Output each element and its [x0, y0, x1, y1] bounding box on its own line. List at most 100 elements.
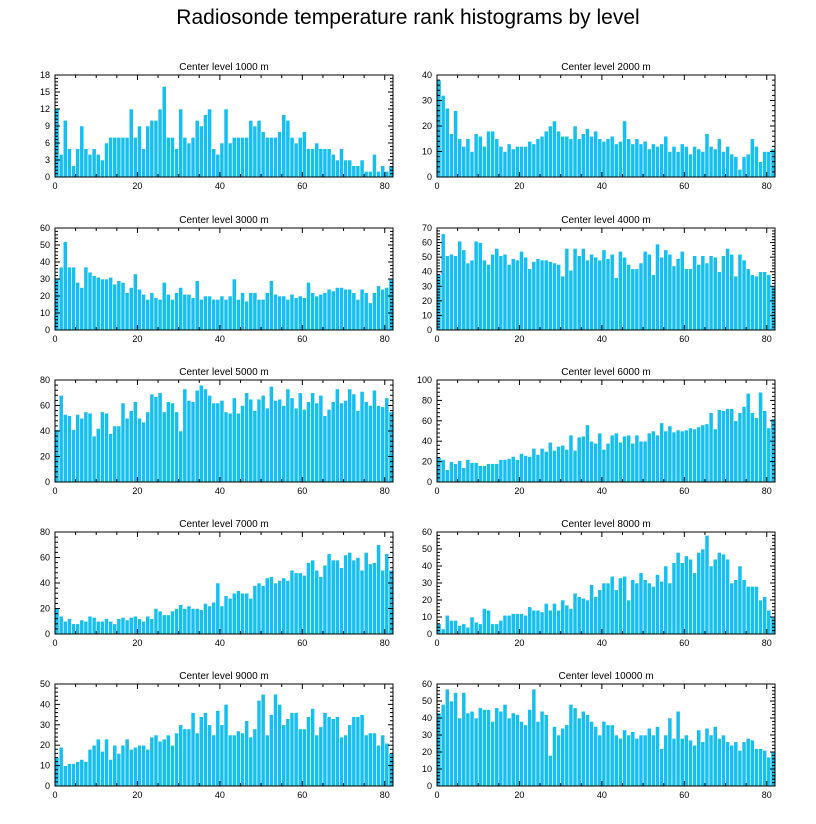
histogram-bar [58, 615, 64, 635]
histogram-bar [473, 462, 479, 483]
histogram-bar [367, 405, 373, 483]
histogram-bar [733, 420, 739, 483]
histogram-bar [560, 275, 566, 331]
y-tick-label: 10 [422, 764, 432, 774]
histogram-bar [248, 597, 254, 635]
histogram-bar [207, 108, 212, 178]
histogram-bar [535, 721, 541, 787]
histogram-bar [186, 400, 192, 483]
histogram-bar [482, 146, 487, 178]
histogram-bar [133, 137, 138, 178]
histogram-bar [367, 732, 373, 787]
plot-frame [436, 227, 776, 331]
histogram-bar [165, 137, 171, 178]
histogram-bar [75, 282, 81, 331]
histogram-bar [531, 688, 537, 787]
histogram-bar [762, 271, 768, 331]
histogram-bar [766, 274, 772, 331]
histogram-bar [153, 734, 159, 787]
histogram-bar [490, 623, 496, 635]
histogram-bar [120, 402, 126, 483]
histogram-bar [593, 596, 599, 635]
histogram-bar [708, 146, 714, 178]
histogram-bar [120, 744, 126, 787]
histogram-bar [580, 710, 586, 787]
histogram-bar [556, 734, 561, 787]
histogram-bar [642, 141, 648, 178]
histogram-bar [145, 411, 151, 483]
histogram-bar [519, 613, 524, 635]
histogram-bar [613, 589, 619, 635]
histogram-bar [568, 608, 574, 635]
histogram-bar [108, 276, 114, 331]
histogram-bar [762, 151, 768, 178]
histogram-bar [696, 729, 702, 787]
histogram-bar [482, 709, 487, 787]
histogram-bar [75, 148, 81, 178]
y-tick-label: 20 [40, 604, 50, 614]
histogram-bar [498, 146, 504, 178]
histogram-bar [486, 709, 491, 787]
histogram-bar [223, 595, 229, 635]
histogram-bar [277, 580, 283, 635]
histogram-bar [626, 434, 632, 483]
histogram-bar [733, 579, 739, 635]
histogram-bar [708, 565, 714, 635]
histogram-bar [170, 610, 175, 635]
histogram-bar [547, 441, 553, 483]
histogram-bar [231, 734, 237, 787]
x-tick-label: 20 [132, 638, 142, 648]
histogram-bar [638, 572, 644, 635]
y-tick-label: 0 [427, 629, 432, 639]
histogram-bar [523, 256, 528, 331]
histogram-bar [182, 608, 188, 635]
histogram-bar [236, 137, 241, 178]
histogram-bar [339, 148, 344, 178]
histogram-bar [104, 278, 109, 331]
x-tick-label: 0 [434, 790, 439, 800]
histogram-bar [725, 408, 730, 483]
histogram-bar [576, 255, 582, 331]
histogram-bar [502, 253, 508, 331]
histogram-bar [449, 461, 454, 483]
histogram-bar [634, 434, 640, 483]
histogram-bar [684, 429, 689, 483]
histogram-bar [178, 108, 184, 178]
histogram-bar [630, 579, 636, 635]
panel-title: Center level 7000 m [179, 519, 269, 530]
histogram-bar [671, 562, 677, 635]
y-tick-label: 20 [422, 595, 432, 605]
histogram-bar [289, 293, 295, 331]
histogram-bar [302, 409, 307, 483]
histogram-bar [585, 424, 590, 483]
histogram-bar [231, 278, 237, 331]
histogram-bar [334, 159, 340, 178]
histogram-bar [749, 412, 755, 483]
histogram-bar [190, 712, 196, 787]
histogram-bar [54, 278, 60, 331]
histogram-bar [91, 617, 97, 635]
y-tick-label: 0 [45, 781, 50, 791]
histogram-bar [506, 614, 512, 635]
histogram-bar [609, 135, 615, 178]
histogram-bar [372, 292, 377, 331]
histogram-bar [289, 569, 295, 635]
histogram-bar [473, 717, 479, 787]
histogram-bar [667, 582, 673, 635]
histogram-bar [252, 585, 258, 635]
histogram-bar [630, 442, 636, 483]
histogram-bar [758, 161, 763, 178]
histogram-bar [182, 388, 188, 483]
histogram-bar [273, 137, 278, 178]
histogram-bar [729, 253, 735, 331]
histogram-bar [651, 143, 656, 178]
histogram-bar [380, 288, 386, 331]
histogram-bar [211, 402, 217, 483]
x-tick-label: 40 [597, 334, 607, 344]
histogram-bar [104, 412, 109, 483]
histogram-bar [376, 744, 381, 787]
histogram-bar [334, 559, 340, 635]
histogram-bar [149, 393, 155, 483]
histogram-bar [663, 135, 669, 178]
histogram-bar [618, 251, 623, 331]
